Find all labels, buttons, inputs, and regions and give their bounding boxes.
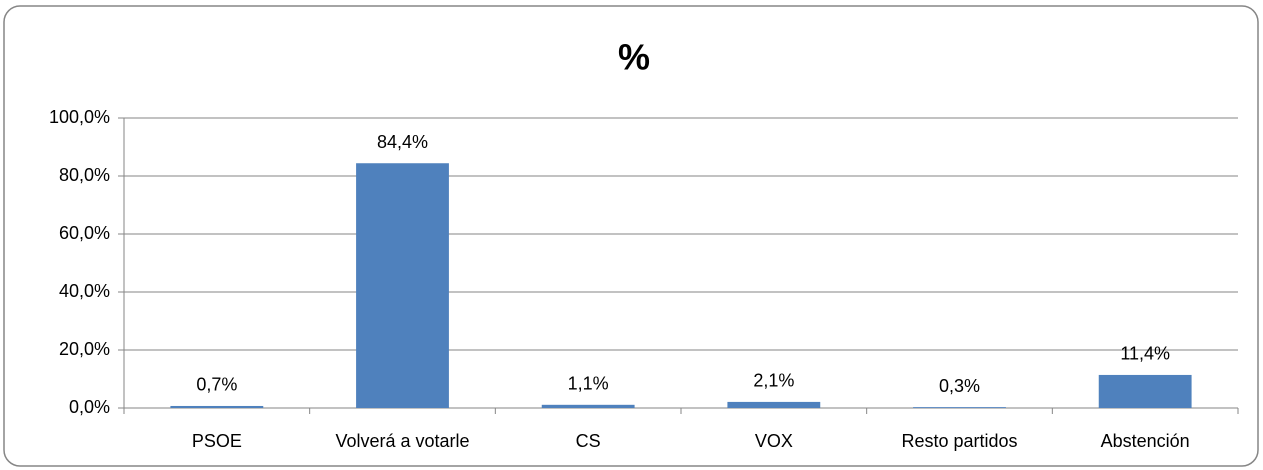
- value-label: 84,4%: [377, 132, 428, 152]
- value-label: 2,1%: [753, 371, 794, 391]
- chart-title: %: [618, 37, 650, 78]
- chart-border: [3, 5, 1259, 467]
- y-tick-label: 60,0%: [59, 223, 110, 243]
- x-tick-label: VOX: [755, 431, 793, 451]
- bar: [356, 163, 449, 408]
- y-tick-label: 20,0%: [59, 339, 110, 359]
- y-tick-label: 100,0%: [49, 107, 110, 127]
- bar: [170, 405, 264, 408]
- bar: [541, 404, 635, 408]
- x-tick-label: Volverá a votarle: [335, 431, 469, 451]
- y-tick-label: 40,0%: [59, 281, 110, 301]
- bar: [1098, 374, 1192, 408]
- x-tick-label: Resto partidos: [901, 431, 1017, 451]
- x-tick-label: CS: [576, 431, 601, 451]
- x-tick-label: Abstención: [1101, 431, 1190, 451]
- value-label: 0,3%: [939, 376, 980, 396]
- bar: [913, 407, 1006, 408]
- value-label: 11,4%: [1120, 344, 1170, 364]
- bar: [727, 401, 821, 408]
- y-tick-label: 80,0%: [59, 165, 110, 185]
- value-label: 1,1%: [568, 374, 609, 394]
- x-tick-label: PSOE: [192, 431, 242, 451]
- y-tick-label: 0,0%: [69, 397, 110, 417]
- value-label: 0,7%: [196, 375, 237, 395]
